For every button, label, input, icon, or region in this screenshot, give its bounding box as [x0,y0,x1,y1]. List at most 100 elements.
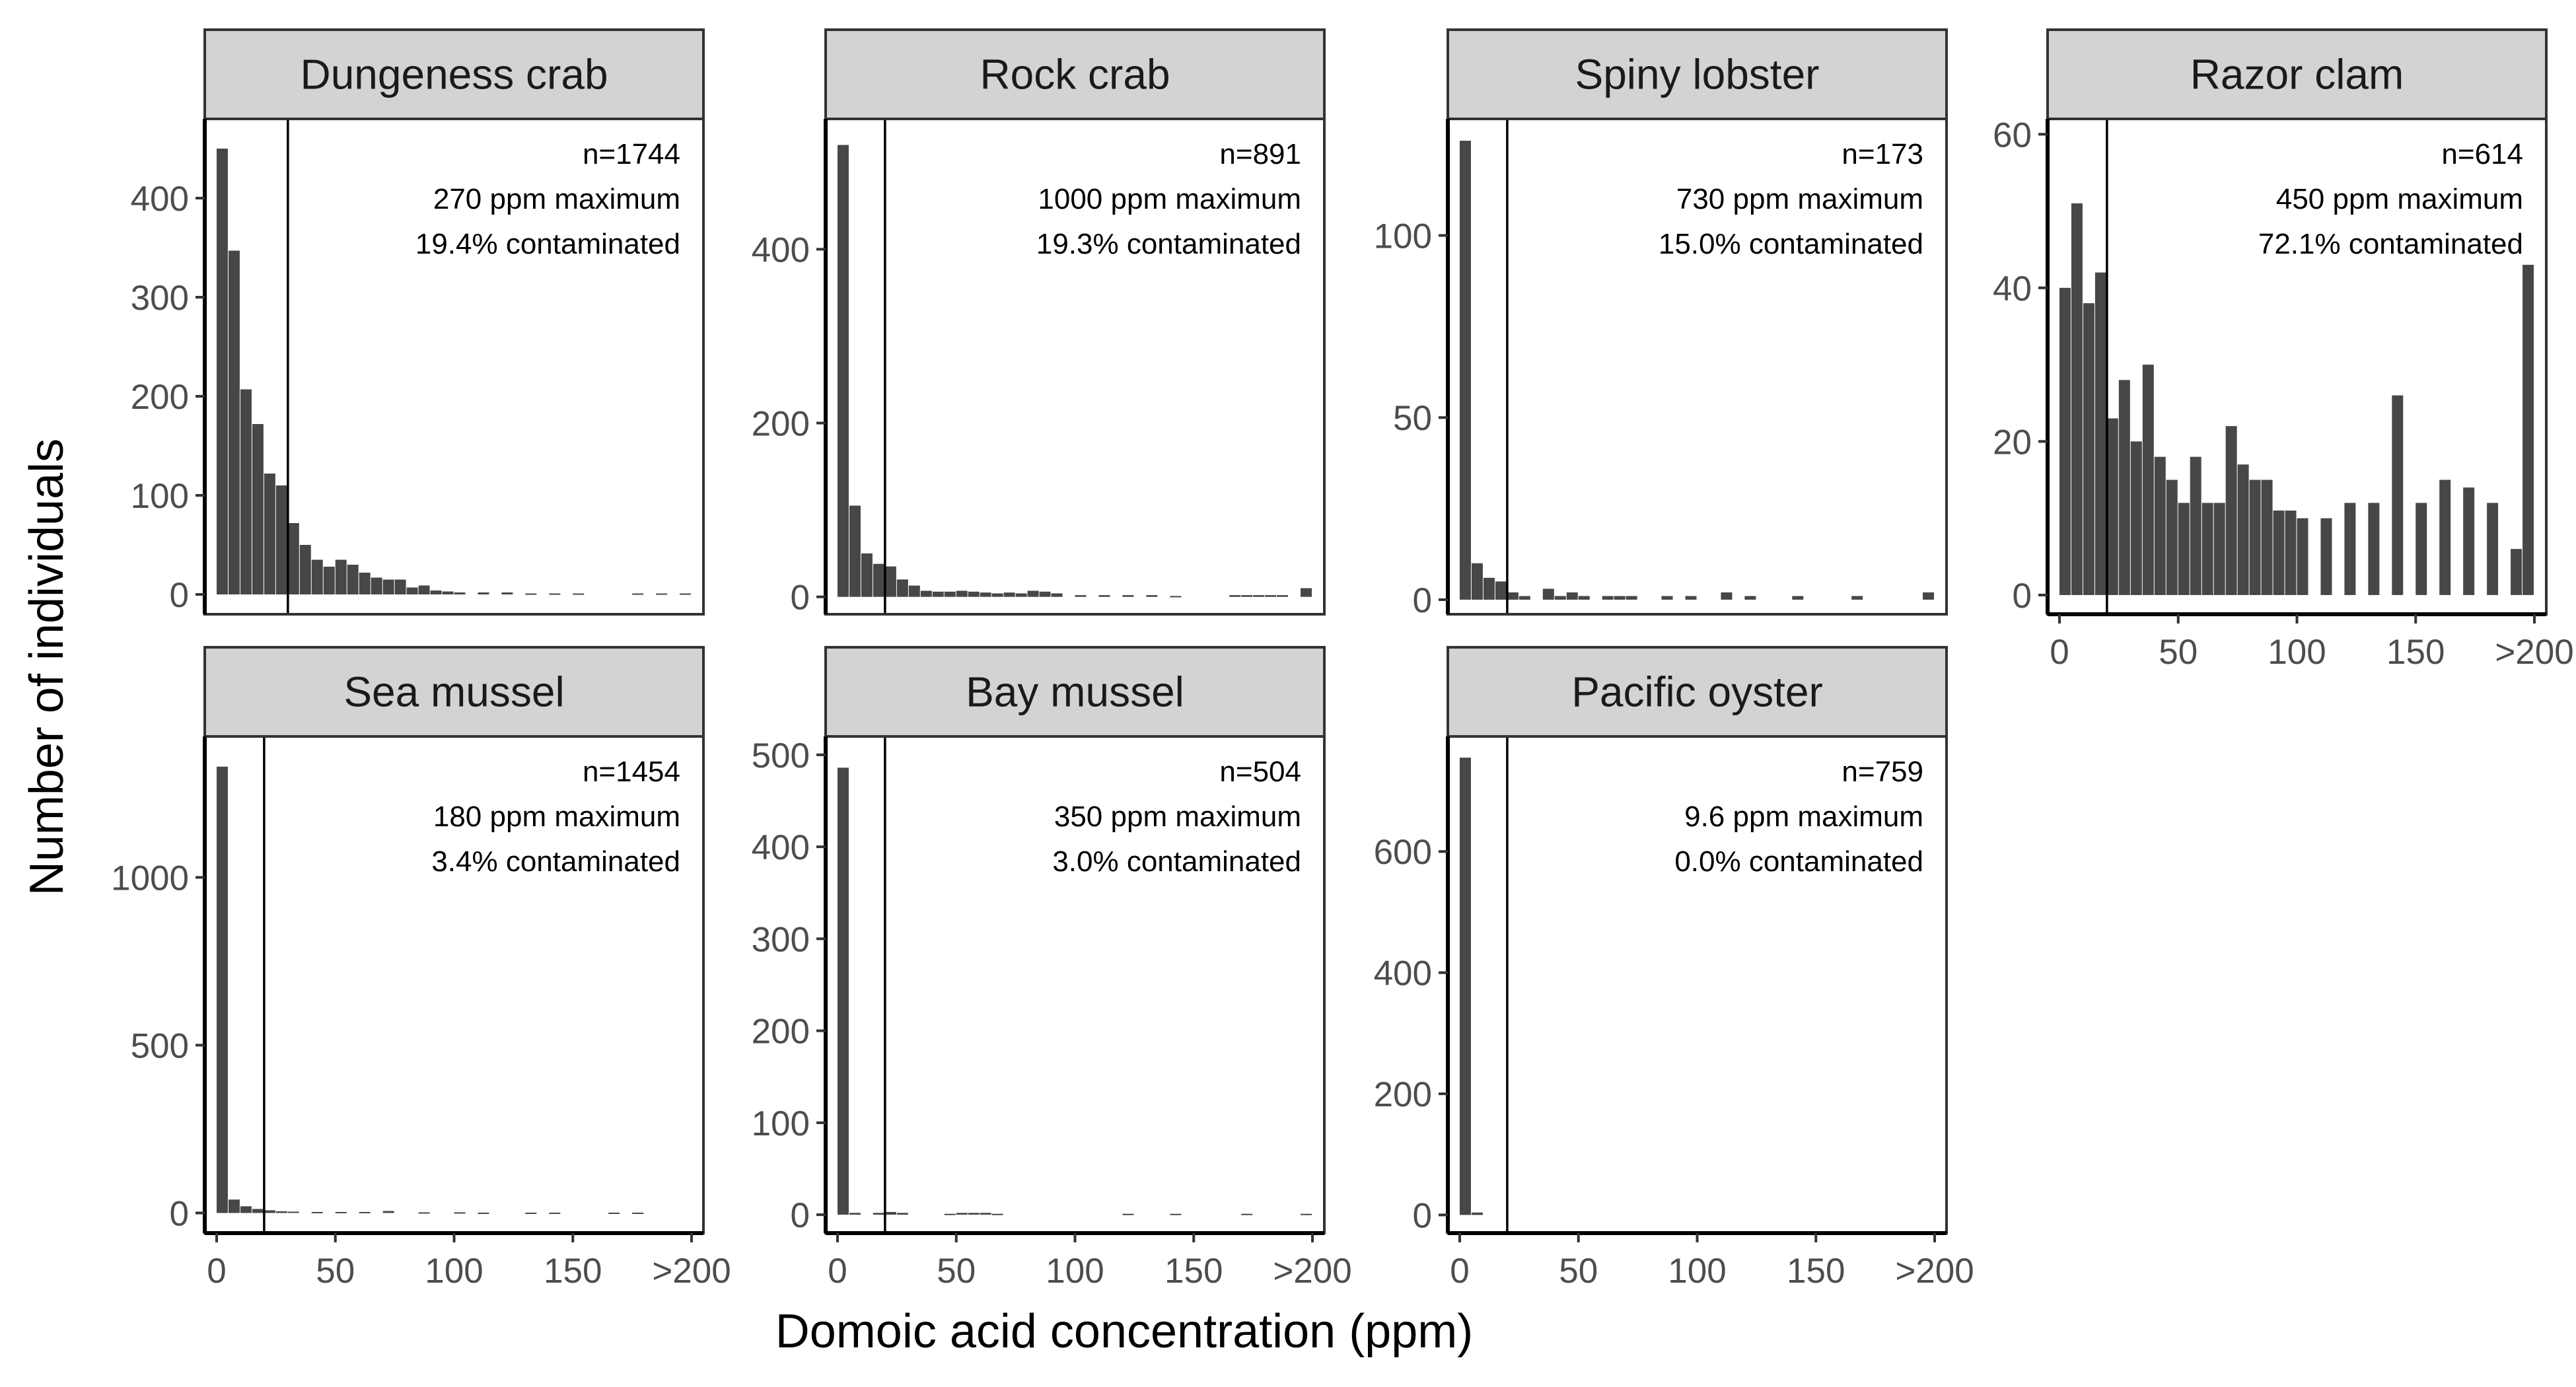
bar-spiny-lobster-16 [1744,596,1756,600]
bar-dungeness-crab-22 [501,592,513,594]
bar-dungeness-crab-9 [323,567,335,594]
bar-rock-crab-8 [932,591,944,597]
bar-spiny-lobster-2 [1483,577,1495,600]
bar-spiny-lobster-8 [1566,592,1578,600]
bar-razor-clam-12 [2201,503,2213,595]
bar-rock-crab-20 [1098,595,1110,597]
bar-razor-clam-15 [2237,464,2249,595]
bar-sea-mussel-15 [549,1213,561,1215]
annotation-sea-mussel-1: 180 ppm maximum [433,800,680,833]
bar-rock-crab-7 [920,590,932,597]
y-tick-label-razor-clam-1: 20 [1993,423,2032,462]
bar-rock-crab-25 [1241,595,1253,597]
bar-dungeness-crab-20 [454,592,466,594]
strip-razor-clam [2046,28,2548,120]
y-tick-label-dungeness-crab-2: 200 [131,378,189,417]
bar-dungeness-crab-18 [430,590,442,594]
annotation-razor-clam-2: 72.1% contaminated [2258,228,2523,260]
bar-dungeness-crab-25 [573,593,585,595]
bar-bay-mussel-0 [837,767,849,1215]
bar-razor-clam-17 [2261,480,2273,595]
bar-razor-clam-28 [2487,503,2499,595]
bar-razor-clam-13 [2213,503,2225,595]
bar-sea-mussel-2 [240,1206,252,1213]
annotation-pacific-oyster-0: n=759 [1842,756,1923,788]
bar-pacific-oyster-0 [1459,758,1471,1215]
bar-rock-crab-22 [1146,595,1158,597]
bar-dungeness-crab-12 [359,573,371,594]
bar-razor-clam-9 [2166,480,2178,595]
bar-sea-mussel-9 [359,1211,371,1213]
bar-dungeness-crab-14 [382,579,394,594]
bar-rock-crab-28 [1277,595,1289,597]
bar-dungeness-crab-28 [680,593,692,595]
bar-rock-crab-23 [1170,596,1182,598]
bar-spiny-lobster-18 [1851,596,1863,600]
bar-dungeness-crab-10 [335,559,347,594]
bar-razor-clam-27 [2463,487,2475,595]
bar-bay-mussel-8 [980,1213,991,1215]
bar-razor-clam-2 [2083,303,2094,595]
bar-spiny-lobster-3 [1495,581,1507,600]
bar-rock-crab-12 [980,592,991,597]
bar-dungeness-crab-4 [264,474,275,594]
bar-rock-crab-16 [1027,590,1039,597]
bar-rock-crab-0 [837,145,849,597]
bar-dungeness-crab-1 [228,250,240,594]
bar-rock-crab-1 [849,505,861,597]
bar-rock-crab-24 [1229,595,1241,597]
bar-spiny-lobster-17 [1792,596,1804,600]
x-tick-label-pacific-oyster-4: >200 [1895,1252,1974,1291]
y-tick-label-rock-crab-0: 0 [791,579,810,618]
bar-rock-crab-9 [944,591,956,597]
bar-dungeness-crab-13 [371,577,382,594]
y-tick-label-spiny-lobster-2: 100 [1374,217,1432,256]
bar-bay-mussel-4 [896,1213,908,1215]
bar-dungeness-crab-27 [656,593,668,595]
bar-sea-mussel-5 [275,1211,287,1213]
bar-sea-mussel-11 [418,1212,430,1214]
y-tick-label-razor-clam-0: 0 [2013,577,2032,616]
y-tick-label-bay-mussel-3: 300 [752,920,810,959]
y-tick-label-pacific-oyster-1: 200 [1374,1075,1432,1114]
bar-razor-clam-21 [2320,518,2332,595]
panel-pacific-oyster: Pacific oyster 0 200 400 600 0 50 100 150 >200 n=7… [1374,646,1974,1291]
bar-rock-crab-15 [1015,593,1027,597]
bar-razor-clam-30 [2522,264,2534,595]
bar-razor-clam-16 [2249,480,2261,595]
x-tick-label-bay-mussel-4: >200 [1273,1252,1351,1291]
bar-razor-clam-22 [2344,503,2356,595]
bar-rock-crab-18 [1051,593,1063,597]
x-tick-label-razor-clam-2: 100 [2268,633,2326,672]
annotation-rock-crab-0: n=891 [1219,138,1301,170]
strip-title-rock-crab: Rock crab [980,51,1170,98]
bar-spiny-lobster-14 [1685,596,1697,600]
panel-bay-mussel: Bay mussel 0 100 200 300 400 500 0 50 100 150 >200 n… [752,646,1352,1291]
strip-rock-crab [824,28,1326,120]
bar-spiny-lobster-9 [1578,596,1590,600]
annotation-rock-crab-2: 19.3% contaminated [1036,228,1301,260]
annotation-sea-mussel-2: 3.4% contaminated [431,845,680,878]
bar-rock-crab-19 [1075,595,1087,597]
x-tick-label-razor-clam-0: 0 [2050,633,2069,672]
x-tick-label-sea-mussel-3: 150 [544,1252,602,1291]
bar-spiny-lobster-11 [1614,596,1626,600]
bar-razor-clam-8 [2154,456,2166,595]
x-tick-label-razor-clam-4: >200 [2495,633,2573,672]
bar-razor-clam-19 [2285,511,2297,595]
bar-razor-clam-0 [2059,287,2071,595]
x-tick-label-bay-mussel-2: 100 [1046,1252,1104,1291]
x-tick-label-bay-mussel-0: 0 [828,1252,847,1291]
bar-bay-mussel-7 [968,1213,980,1215]
x-tick-label-sea-mussel-2: 100 [425,1252,483,1291]
bar-bay-mussel-12 [1241,1213,1253,1215]
bar-razor-clam-1 [2071,203,2083,595]
bar-dungeness-crab-15 [394,579,406,594]
bar-rock-crab-11 [968,591,980,597]
annotation-pacific-oyster-2: 0.0% contaminated [1674,845,1923,878]
bar-bay-mussel-6 [956,1213,968,1215]
annotation-razor-clam-1: 450 ppm maximum [2276,183,2523,215]
bar-dungeness-crab-8 [311,559,323,594]
y-tick-label-bay-mussel-5: 500 [752,736,810,775]
bar-dungeness-crab-3 [252,424,264,594]
